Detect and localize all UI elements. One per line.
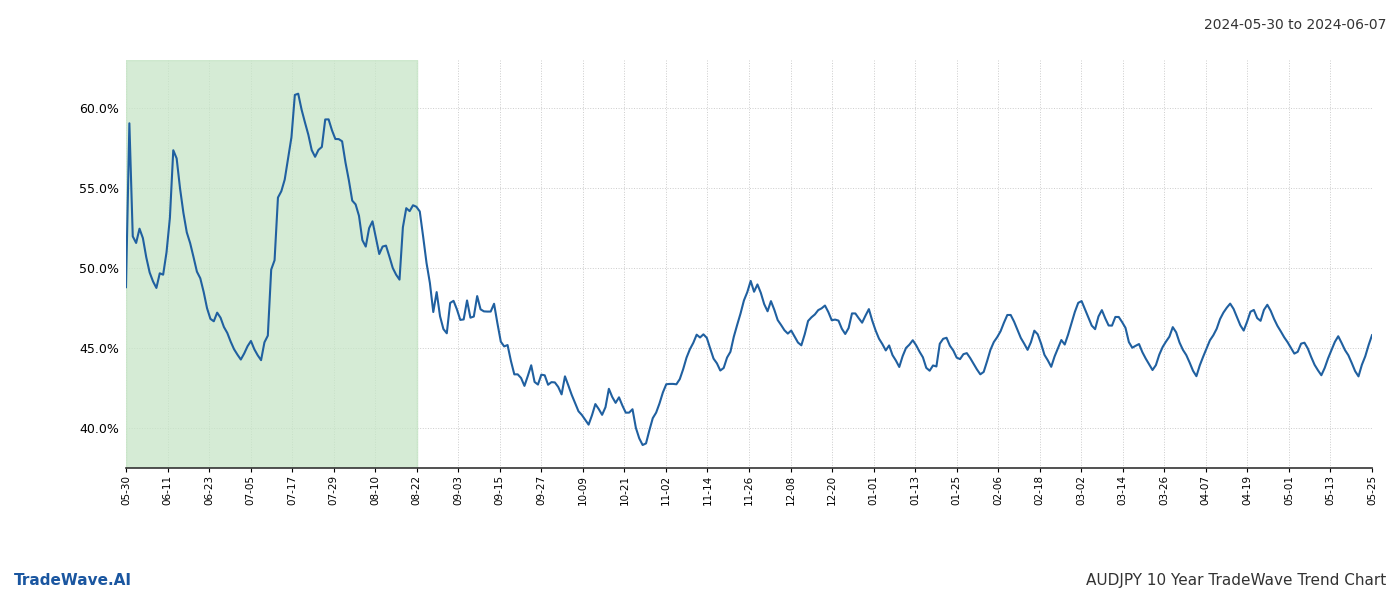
- Bar: [126, 60, 417, 468]
- Bar: [126, 60, 417, 468]
- Text: TradeWave.AI: TradeWave.AI: [14, 573, 132, 588]
- Text: AUDJPY 10 Year TradeWave Trend Chart: AUDJPY 10 Year TradeWave Trend Chart: [1086, 573, 1386, 588]
- Text: 2024-05-30 to 2024-06-07: 2024-05-30 to 2024-06-07: [1204, 18, 1386, 32]
